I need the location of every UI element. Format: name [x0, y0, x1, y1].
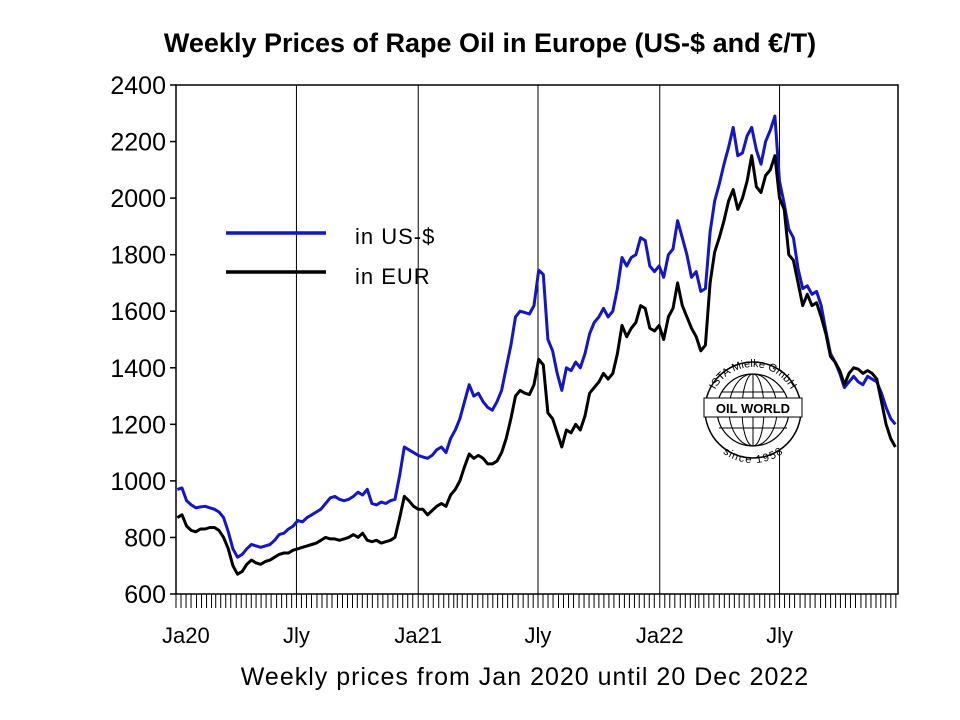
x-minor-ticks	[175, 594, 897, 608]
logo-center-text: OIL WORLD	[716, 401, 790, 416]
legend-label-usd: in US-$	[355, 224, 435, 249]
y-tick-label: 1400	[110, 355, 166, 383]
y-axis-ticks: 600 800 1000 1200 1400 1600 1800 2000 2200 2400	[110, 72, 176, 609]
x-tick-label: Ja22	[636, 623, 684, 648]
series-lines	[176, 114, 897, 576]
x-tick-label: Jly	[283, 623, 310, 648]
y-tick-label: 1600	[110, 298, 166, 326]
legend: in US-$ in EUR	[226, 224, 435, 289]
y-tick-label: 2000	[110, 185, 166, 213]
y-tick-label: 1800	[110, 242, 166, 270]
y-tick-label: 1200	[110, 411, 166, 439]
y-tick-label: 600	[124, 581, 166, 609]
y-tick-label: 2200	[110, 129, 166, 157]
x-tick-label: Jly	[525, 623, 552, 648]
x-axis-labels: Ja20 Jly Ja21 Jly Ja22 Jly	[162, 623, 793, 648]
x-tick-label: Ja21	[394, 623, 442, 648]
x-axis-title: Weekly prices from Jan 2020 until 20 Dec…	[241, 663, 809, 691]
series-line-usd	[176, 114, 897, 559]
y-tick-label: 800	[124, 524, 166, 552]
x-tick-label: Jly	[766, 623, 793, 648]
plot-area-border	[175, 84, 899, 595]
legend-label-eur: in EUR	[355, 264, 431, 289]
oil-world-logo: OIL WORLD ISTA Mielke GmbH since 1958	[703, 358, 803, 466]
chart-title: Weekly Prices of Rape Oil in Europe (US-…	[164, 28, 816, 58]
y-tick-label: 2400	[110, 72, 166, 100]
y-tick-label: 1000	[110, 468, 166, 496]
x-tick-label: Ja20	[162, 623, 210, 648]
series-line-eur	[176, 154, 897, 576]
